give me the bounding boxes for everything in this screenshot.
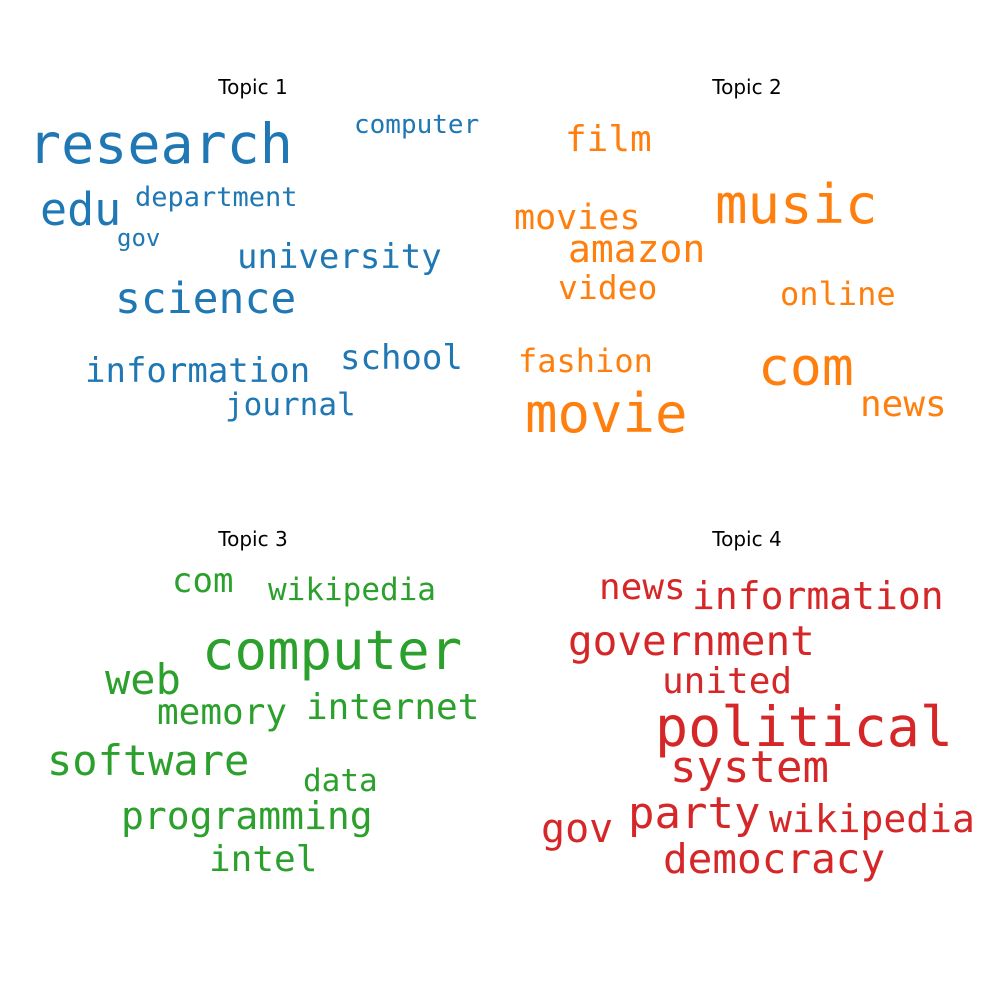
cloud-word: com bbox=[172, 561, 233, 601]
topic-panel: Topic 1 research science edu university infor… bbox=[28, 75, 479, 423]
cloud-word: school bbox=[340, 338, 463, 378]
cloud-word: web bbox=[105, 655, 181, 704]
cloud-word: research bbox=[28, 112, 293, 176]
cloud-word: wikipedia bbox=[268, 572, 436, 608]
cloud-word: news bbox=[860, 384, 947, 425]
panel-title: Topic 3 bbox=[217, 527, 287, 551]
cloud-word: journal bbox=[225, 387, 356, 423]
cloud-word: com bbox=[758, 337, 854, 398]
cloud-word: memory bbox=[157, 692, 287, 733]
cloud-word: internet bbox=[306, 687, 479, 728]
cloud-word: news bbox=[599, 567, 686, 608]
cloud-word: computer bbox=[354, 110, 479, 140]
cloud-word: amazon bbox=[568, 227, 705, 271]
topic-panel: Topic 3computersoftwarewebprogrammingint… bbox=[47, 527, 479, 880]
cloud-word: movies bbox=[514, 198, 640, 238]
cloud-word: science bbox=[115, 274, 296, 324]
cloud-word: democracy bbox=[663, 835, 885, 883]
cloud-word: data bbox=[303, 763, 378, 799]
cloud-word: computer bbox=[202, 619, 462, 682]
panel-title: Topic 2 bbox=[711, 75, 781, 99]
cloud-word: system bbox=[670, 742, 829, 793]
cloud-word: political bbox=[655, 695, 953, 759]
cloud-word: intel bbox=[209, 839, 317, 880]
cloud-word: edu bbox=[40, 183, 121, 236]
cloud-word: information bbox=[85, 351, 310, 391]
cloud-word: online bbox=[780, 275, 896, 313]
cloud-word: software bbox=[47, 736, 249, 785]
panel-title: Topic 1 bbox=[217, 75, 287, 99]
cloud-word: government bbox=[568, 617, 815, 665]
cloud-word: department bbox=[135, 182, 298, 213]
panel-title: Topic 4 bbox=[711, 527, 781, 551]
cloud-word: movie bbox=[525, 382, 688, 445]
cloud-word: gov bbox=[117, 224, 160, 252]
cloud-word: party bbox=[628, 788, 760, 839]
cloud-word: fashion bbox=[518, 342, 653, 380]
cloud-word: information bbox=[692, 574, 944, 618]
cloud-word: university bbox=[237, 237, 442, 277]
cloud-word: united bbox=[662, 661, 792, 702]
cloud-word: wikipedia bbox=[769, 797, 975, 841]
cloud-word: programming bbox=[121, 794, 373, 838]
topic-panel: Topic 2 movie music com amazon film movies news… bbox=[514, 75, 947, 445]
cloud-word: gov bbox=[541, 806, 613, 852]
cloud-word: film bbox=[565, 119, 652, 160]
cloud-word: music bbox=[715, 173, 878, 236]
cloud-word: video bbox=[558, 268, 657, 307]
